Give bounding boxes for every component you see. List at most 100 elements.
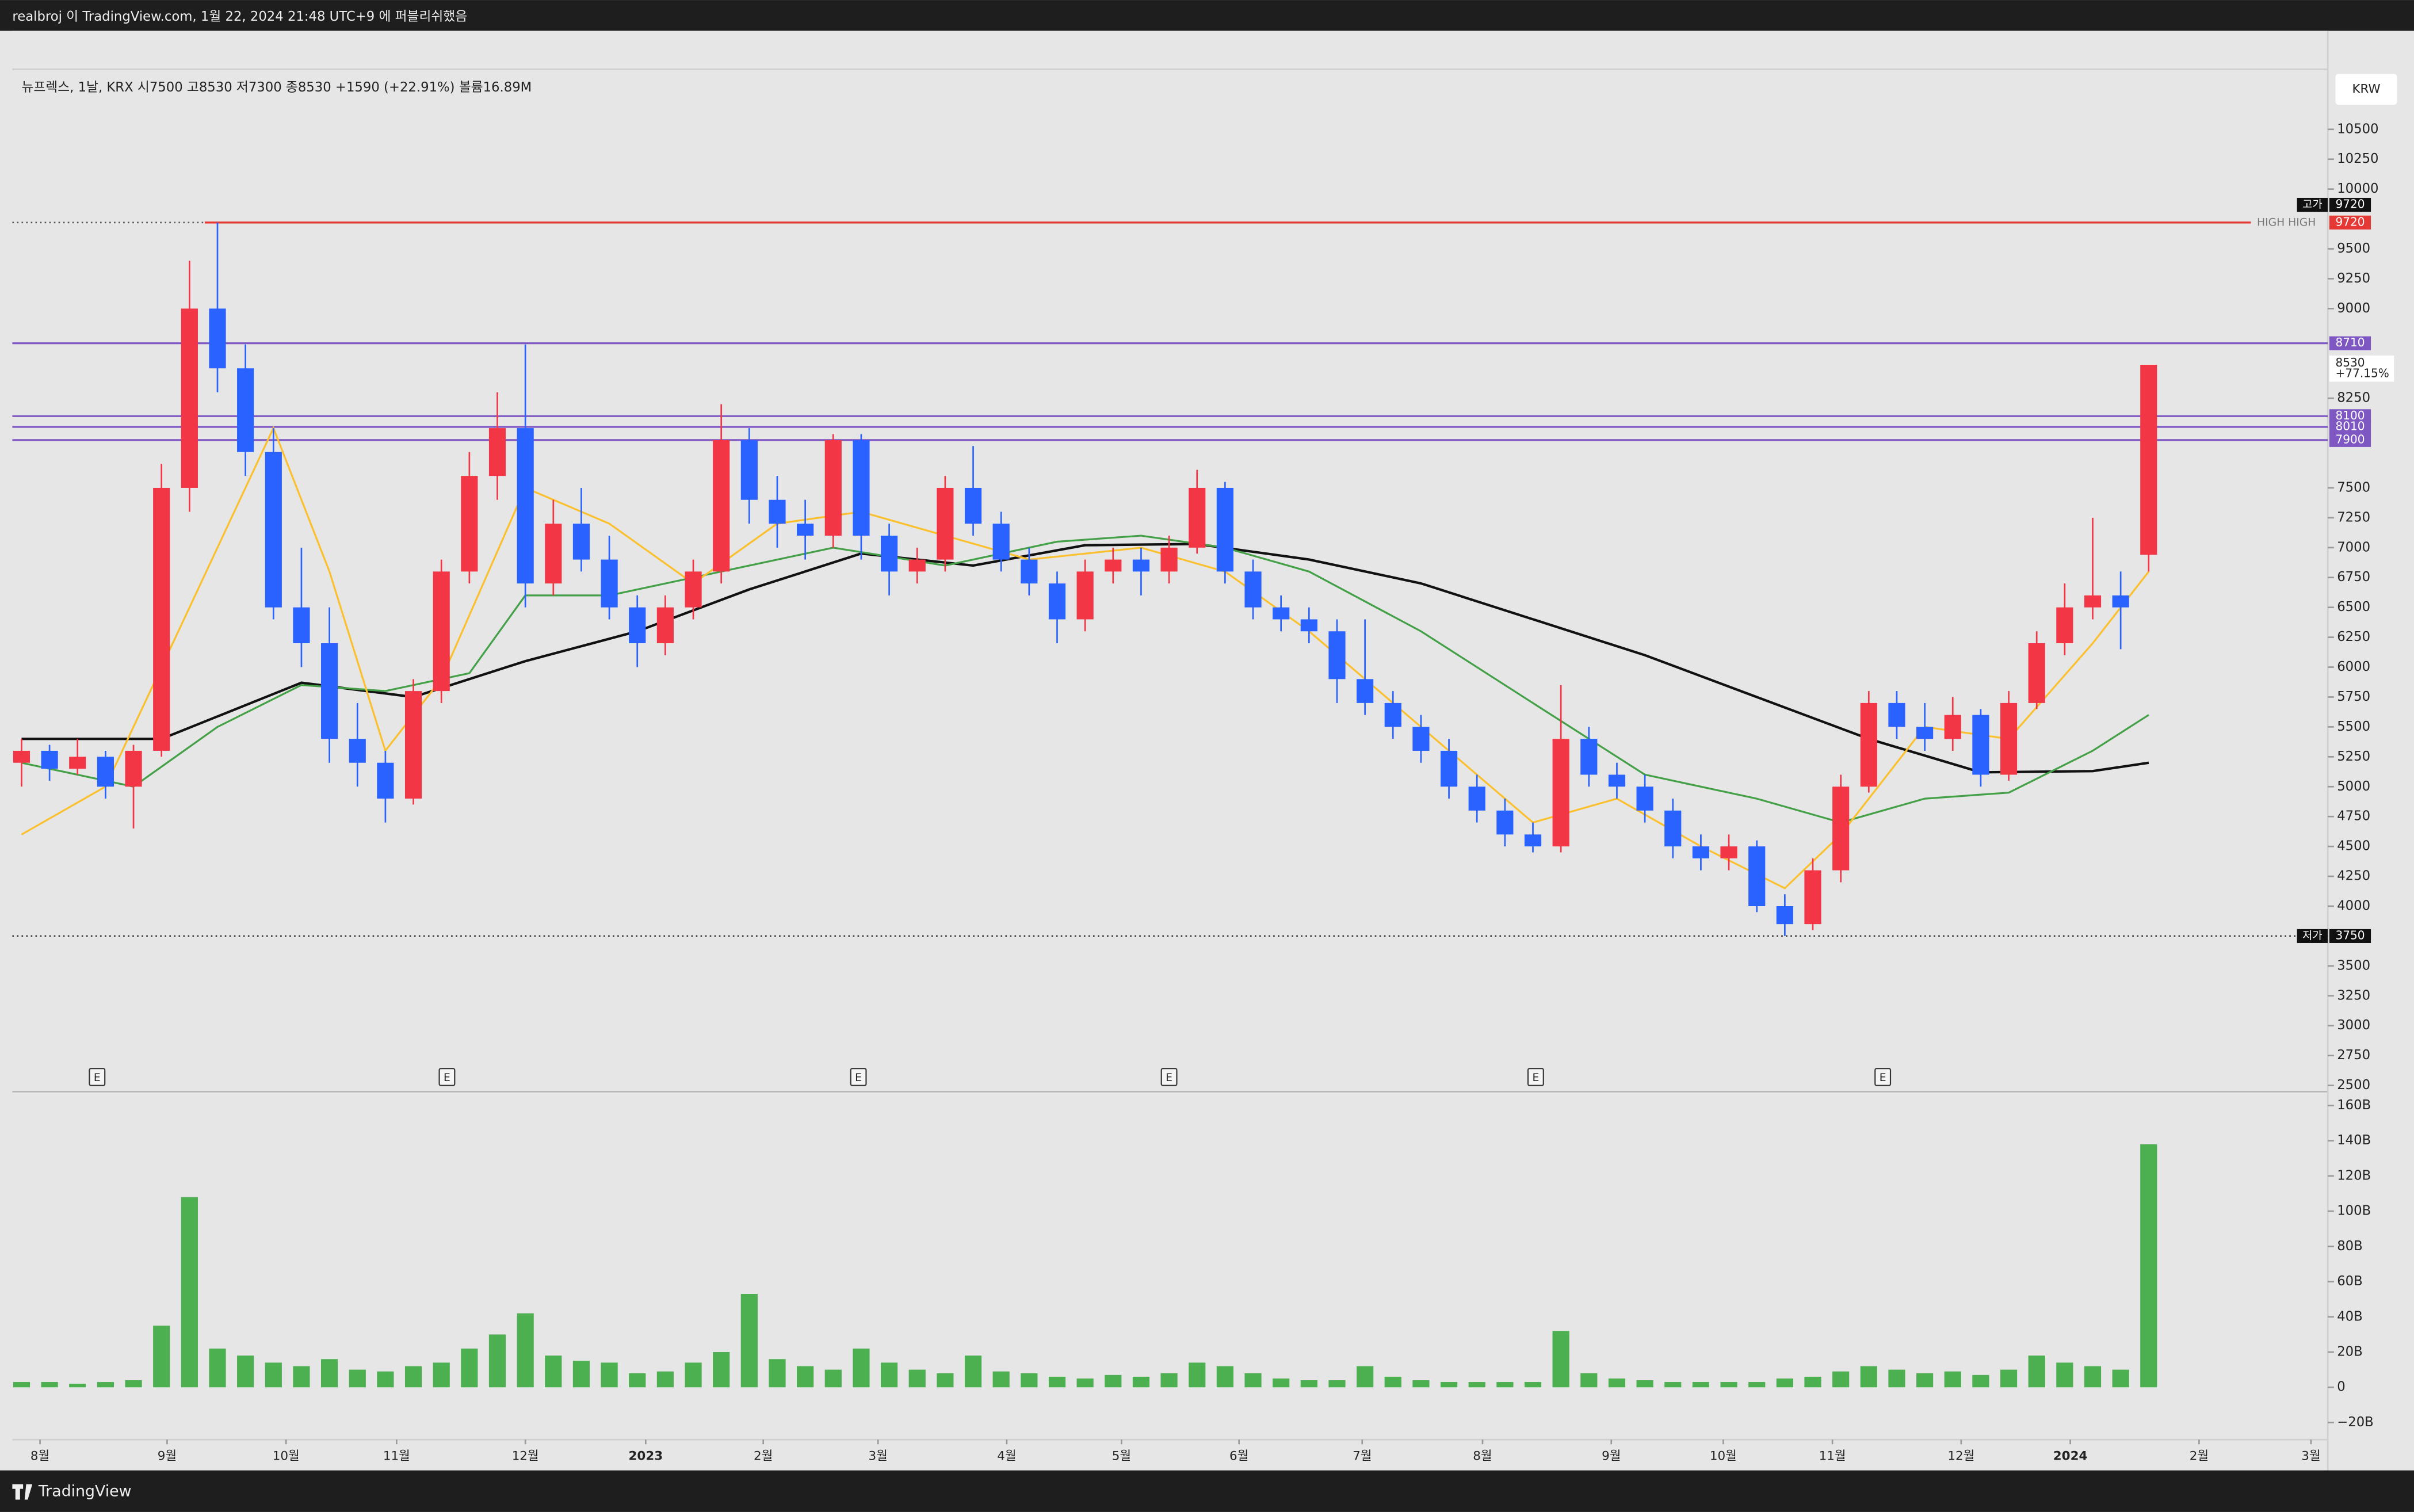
x-tick-label: 12월: [1947, 1449, 1974, 1464]
y-tick-label: 7250: [2337, 510, 2370, 525]
volume-bar: [740, 1294, 758, 1388]
y-tick-label: 8250: [2337, 391, 2370, 406]
earnings-label: E: [855, 1072, 862, 1084]
volume-bar: [1664, 1382, 1682, 1388]
candle-body: [2056, 607, 2073, 644]
volume-bar: [1776, 1378, 1793, 1388]
x-tick-label: 5월: [1112, 1449, 1131, 1464]
x-tick-label: 2월: [2190, 1449, 2209, 1464]
earnings-box: [438, 1068, 456, 1086]
volume-bar: [1300, 1380, 1317, 1388]
volume-bar: [1328, 1380, 1346, 1388]
candle-body: [824, 440, 842, 536]
candle-body: [1552, 739, 1569, 847]
volume-tick-label: 0: [2337, 1380, 2345, 1395]
candle-body: [545, 524, 562, 584]
x-tick-label: 2023: [629, 1449, 663, 1464]
earnings-box: [1527, 1068, 1544, 1086]
candle-body: [713, 440, 730, 572]
candle-body: [1636, 786, 1653, 811]
candle-body: [572, 524, 590, 560]
candle-body: [797, 524, 814, 536]
volume-tick-label: 40B: [2337, 1309, 2363, 1324]
candle-body: [1216, 487, 1233, 572]
volume-bar: [2000, 1369, 2018, 1388]
y-tick-label: 5000: [2337, 779, 2370, 794]
volume-bar: [1972, 1374, 1989, 1388]
volume-bar: [1440, 1382, 1458, 1388]
candle-body: [1720, 846, 1737, 858]
candle-body: [265, 452, 282, 608]
volume-tick-label: 140B: [2337, 1133, 2371, 1148]
volume-bar: [629, 1373, 646, 1388]
purple-tag: 8710: [2336, 335, 2365, 349]
top-bar: [0, 0, 2414, 31]
x-tick-label: 10월: [1710, 1449, 1737, 1464]
volume-bar: [1804, 1376, 1821, 1388]
high-price: 9720: [2336, 215, 2365, 228]
candle-body: [2140, 364, 2157, 555]
candle-body: [1944, 715, 1961, 739]
candle-body: [1748, 846, 1766, 907]
y-tick-label: 4750: [2337, 809, 2370, 824]
x-tick-label: 6월: [1229, 1449, 1248, 1464]
candle-body: [181, 308, 198, 488]
candle-body: [1692, 846, 1709, 858]
volume-bar: [572, 1361, 590, 1388]
volume-bar: [964, 1356, 982, 1388]
volume-bar: [1021, 1373, 1038, 1388]
publish-info: realbroj 이 TradingView.com, 1월 22, 2024 …: [12, 9, 467, 24]
candle-body: [404, 691, 422, 799]
y-tick-label: 2500: [2337, 1078, 2370, 1093]
volume-bar: [1692, 1382, 1709, 1388]
candle-body: [1888, 702, 1905, 727]
volume-bar: [293, 1366, 310, 1388]
volume-bar: [937, 1373, 954, 1388]
purple-tag-bg: [2329, 419, 2371, 434]
candle-body: [1357, 679, 1374, 703]
candle-body: [237, 368, 254, 452]
volume-bar: [1105, 1374, 1122, 1388]
volume-bar: [1189, 1362, 1206, 1388]
candle-body: [937, 487, 954, 560]
volume-bar: [237, 1356, 254, 1388]
candle-body: [293, 607, 310, 644]
volume-bar: [1132, 1376, 1150, 1388]
candle-body: [1804, 870, 1821, 925]
high-note: HIGH HIGH: [2257, 216, 2316, 228]
candle-body: [41, 750, 58, 769]
earnings-box: [850, 1068, 867, 1086]
candle-body: [377, 762, 394, 799]
volume-bar: [404, 1366, 422, 1388]
candle-body: [1021, 559, 1038, 584]
volume-bar: [1216, 1366, 1233, 1388]
volume-tick-label: 80B: [2337, 1239, 2363, 1254]
brand: TradingView: [38, 1483, 132, 1500]
y-tick-label: 3000: [2337, 1018, 2370, 1033]
volume-tick-label: 160B: [2337, 1098, 2371, 1113]
candle-body: [1244, 571, 1262, 608]
volume-bar: [1860, 1366, 1877, 1388]
volume-bar: [1552, 1331, 1569, 1388]
candle-body: [656, 607, 674, 644]
candle-body: [153, 487, 170, 751]
candle-body: [97, 757, 114, 787]
candle-body: [1860, 702, 1877, 787]
volume-bar: [265, 1362, 282, 1388]
volume-bar: [1524, 1382, 1542, 1388]
volume-bar: [2056, 1362, 2073, 1388]
volume-bar: [908, 1369, 926, 1388]
candle-body: [1328, 631, 1346, 679]
volume-bar: [853, 1348, 870, 1388]
candle-body: [1608, 774, 1626, 787]
y-tick-label: 7500: [2337, 480, 2370, 495]
volume-bar: [2140, 1144, 2157, 1388]
volume-bar: [713, 1352, 730, 1388]
candle-body: [209, 308, 226, 369]
y-tick-label: 9000: [2337, 301, 2370, 316]
candle-body: [1132, 559, 1150, 572]
volume-bar: [2112, 1369, 2129, 1388]
purple-tag: 8010: [2336, 419, 2365, 433]
brand-logo: [12, 1484, 33, 1500]
volume-bar: [1357, 1366, 1374, 1388]
